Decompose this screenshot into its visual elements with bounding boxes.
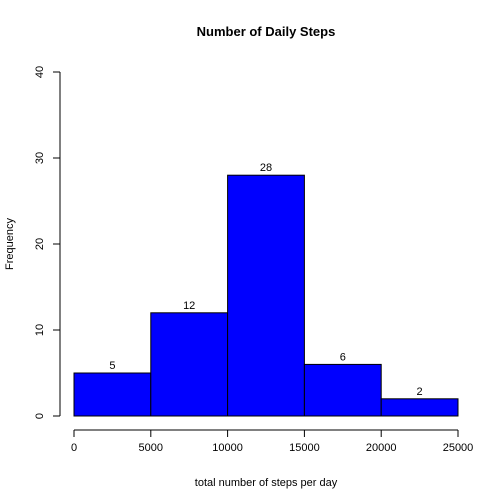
x-tick-label: 25000 [443, 442, 474, 454]
x-tick-label: 5000 [139, 442, 163, 454]
histogram-bar [380, 398, 459, 417]
bar-value-label: 28 [260, 162, 272, 174]
x-axis-label: total number of steps per day [195, 477, 338, 489]
bar-value-label: 6 [340, 351, 346, 363]
y-axis-label: Frequency [4, 218, 16, 270]
x-axis: 0 5000 10000 15000 20000 25000 [71, 429, 474, 454]
bar-value-label: 12 [183, 300, 195, 312]
y-tick-label: 30 [34, 152, 46, 164]
histogram-bar [73, 372, 152, 417]
histogram-bar [150, 312, 229, 417]
bar-value-label: 2 [417, 386, 423, 398]
y-tick-label: 20 [34, 238, 46, 250]
histogram-bar [303, 363, 382, 417]
bar-value-label: 5 [109, 360, 115, 372]
y-axis: 0 10 20 30 40 [34, 66, 61, 419]
x-tick-label: 10000 [212, 442, 243, 454]
histogram-bar [227, 174, 305, 417]
chart-title: Number of Daily Steps [197, 24, 336, 39]
y-tick-label: 0 [34, 413, 46, 419]
x-tick-label: 20000 [366, 442, 397, 454]
x-tick-label: 0 [71, 442, 77, 454]
x-tick-label: 15000 [289, 442, 320, 454]
bars-group [73, 174, 459, 417]
y-tick-label: 40 [34, 66, 46, 78]
value-labels-group: 5 12 28 6 2 [109, 162, 422, 398]
y-tick-label: 10 [34, 324, 46, 336]
